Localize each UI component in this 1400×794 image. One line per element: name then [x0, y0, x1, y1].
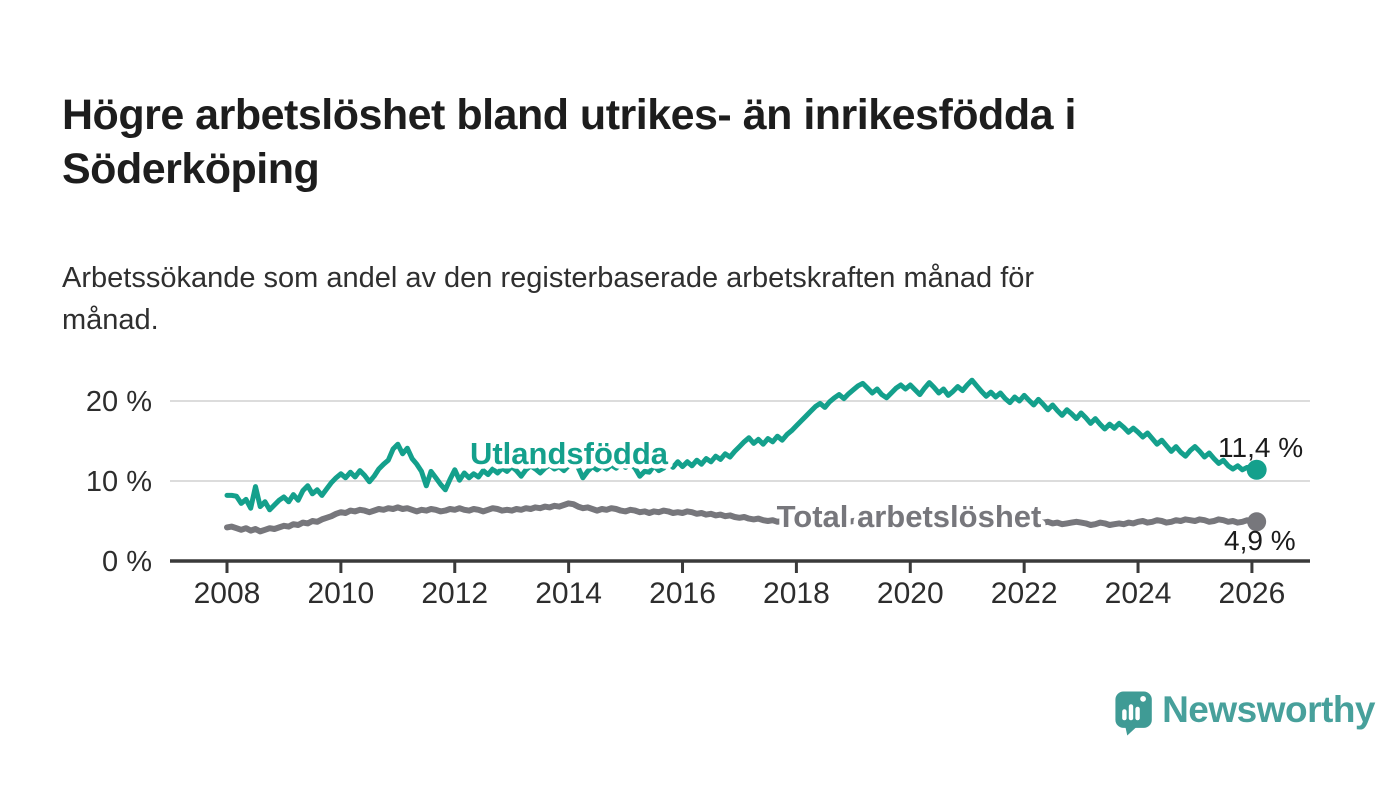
series-label-utlandsfodda: Utlandsfödda	[470, 436, 669, 471]
x-axis-tick-label: 2026	[1219, 577, 1286, 610]
x-axis-tick-label: 2018	[763, 577, 830, 610]
newsworthy-logo: Newsworthy	[1115, 687, 1375, 747]
page-title: Högre arbetslöshet bland utrikes- än inr…	[62, 90, 1076, 193]
series-line-total	[224, 500, 1260, 535]
x-axis-tick-label: 2022	[991, 577, 1058, 610]
chart-subtitle: Arbetssökande som andel av den registerb…	[62, 262, 1035, 337]
y-axis-tick-label: 10 %	[86, 466, 152, 498]
x-axis-tick-label: 2024	[1105, 577, 1172, 610]
x-axis-tick-label: 2008	[194, 577, 261, 610]
end-dot-utlandsfodda	[1246, 459, 1267, 480]
x-axis-tick-label: 2016	[649, 577, 716, 610]
series-line-utlandsfodda	[224, 377, 1260, 513]
x-axis-tick-label: 2020	[877, 577, 944, 610]
series-label-total: Total arbetslöshet	[777, 499, 1042, 534]
y-axis-tick-label: 20 %	[86, 386, 152, 418]
newsworthy-bubble-barchart-icon	[1115, 691, 1152, 736]
y-axis-tick-label: 0 %	[102, 546, 152, 578]
x-axis-tick-label: 2010	[308, 577, 375, 610]
end-value-label: 4,9 %	[1224, 525, 1296, 556]
end-value-label: 11,4 %	[1218, 432, 1303, 463]
x-axis-tick-label: 2014	[535, 577, 602, 610]
newsworthy-wordmark: Newsworthy	[1162, 689, 1375, 730]
x-axis-tick-label: 2012	[421, 577, 488, 610]
end-dot-total	[1247, 512, 1267, 532]
